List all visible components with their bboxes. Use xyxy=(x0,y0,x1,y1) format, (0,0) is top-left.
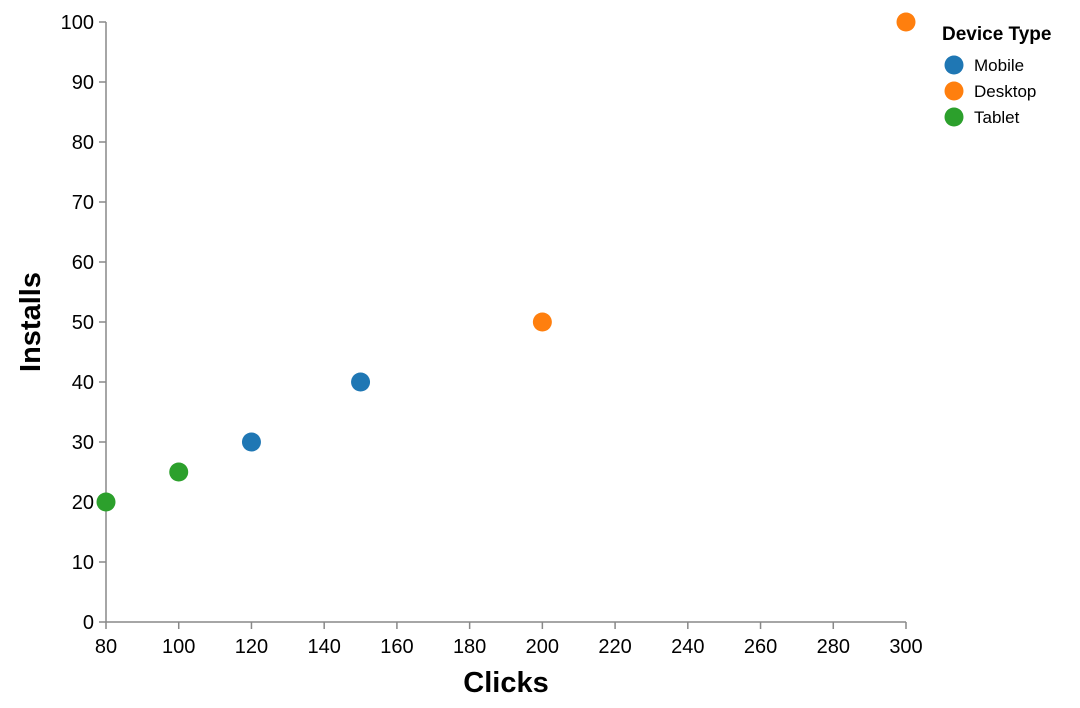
y-tick-label: 30 xyxy=(72,432,94,454)
point-mobile-2 xyxy=(351,372,371,392)
y-tick-label: 50 xyxy=(72,312,94,334)
x-tick-label: 140 xyxy=(307,636,340,658)
legend-label-tablet: Tablet xyxy=(974,108,1020,127)
legend-label-desktop: Desktop xyxy=(974,82,1036,101)
x-tick-label: 280 xyxy=(817,636,850,658)
y-axis: 0 10 20 30 40 50 60 70 80 90 100 xyxy=(61,12,107,634)
legend-swatch-tablet xyxy=(944,107,964,127)
legend-title: Device Type xyxy=(942,24,1051,45)
x-tick-label: 300 xyxy=(889,636,922,658)
y-tick-label: 40 xyxy=(72,372,94,394)
x-tick-label: 260 xyxy=(744,636,777,658)
point-mobile-1 xyxy=(241,432,261,452)
x-tick-label: 120 xyxy=(235,636,268,658)
x-axis-title: Clicks xyxy=(463,667,548,699)
x-axis: 80 100 120 140 160 180 200 220 240 260 280 300 xyxy=(95,621,923,658)
y-tick-label: 20 xyxy=(72,492,94,514)
y-tick-label: 100 xyxy=(61,12,94,34)
x-tick-label: 220 xyxy=(598,636,631,658)
legend-swatch-desktop xyxy=(944,81,964,101)
legend-label-mobile: Mobile xyxy=(974,56,1024,75)
point-tablet-1 xyxy=(96,492,116,512)
y-tick-label: 70 xyxy=(72,192,94,214)
x-tick-label: 160 xyxy=(380,636,413,658)
point-tablet-2 xyxy=(169,462,189,482)
y-tick-label: 90 xyxy=(72,72,94,94)
y-tick-label: 80 xyxy=(72,132,94,154)
y-tick-label: 0 xyxy=(83,612,94,634)
y-axis-title: Installs xyxy=(15,272,47,372)
x-tick-label: 100 xyxy=(162,636,195,658)
x-tick-label: 240 xyxy=(671,636,704,658)
x-tick-label: 180 xyxy=(453,636,486,658)
x-tick-label: 200 xyxy=(526,636,559,658)
legend: Device Type Mobile Desktop Tablet xyxy=(942,24,1051,127)
point-desktop-1 xyxy=(532,312,552,332)
x-tick-label: 80 xyxy=(95,636,117,658)
y-tick-label: 60 xyxy=(72,252,94,274)
y-tick-label: 10 xyxy=(72,552,94,574)
point-desktop-2 xyxy=(896,12,916,32)
data-points xyxy=(96,12,916,512)
legend-swatch-mobile xyxy=(944,55,964,75)
